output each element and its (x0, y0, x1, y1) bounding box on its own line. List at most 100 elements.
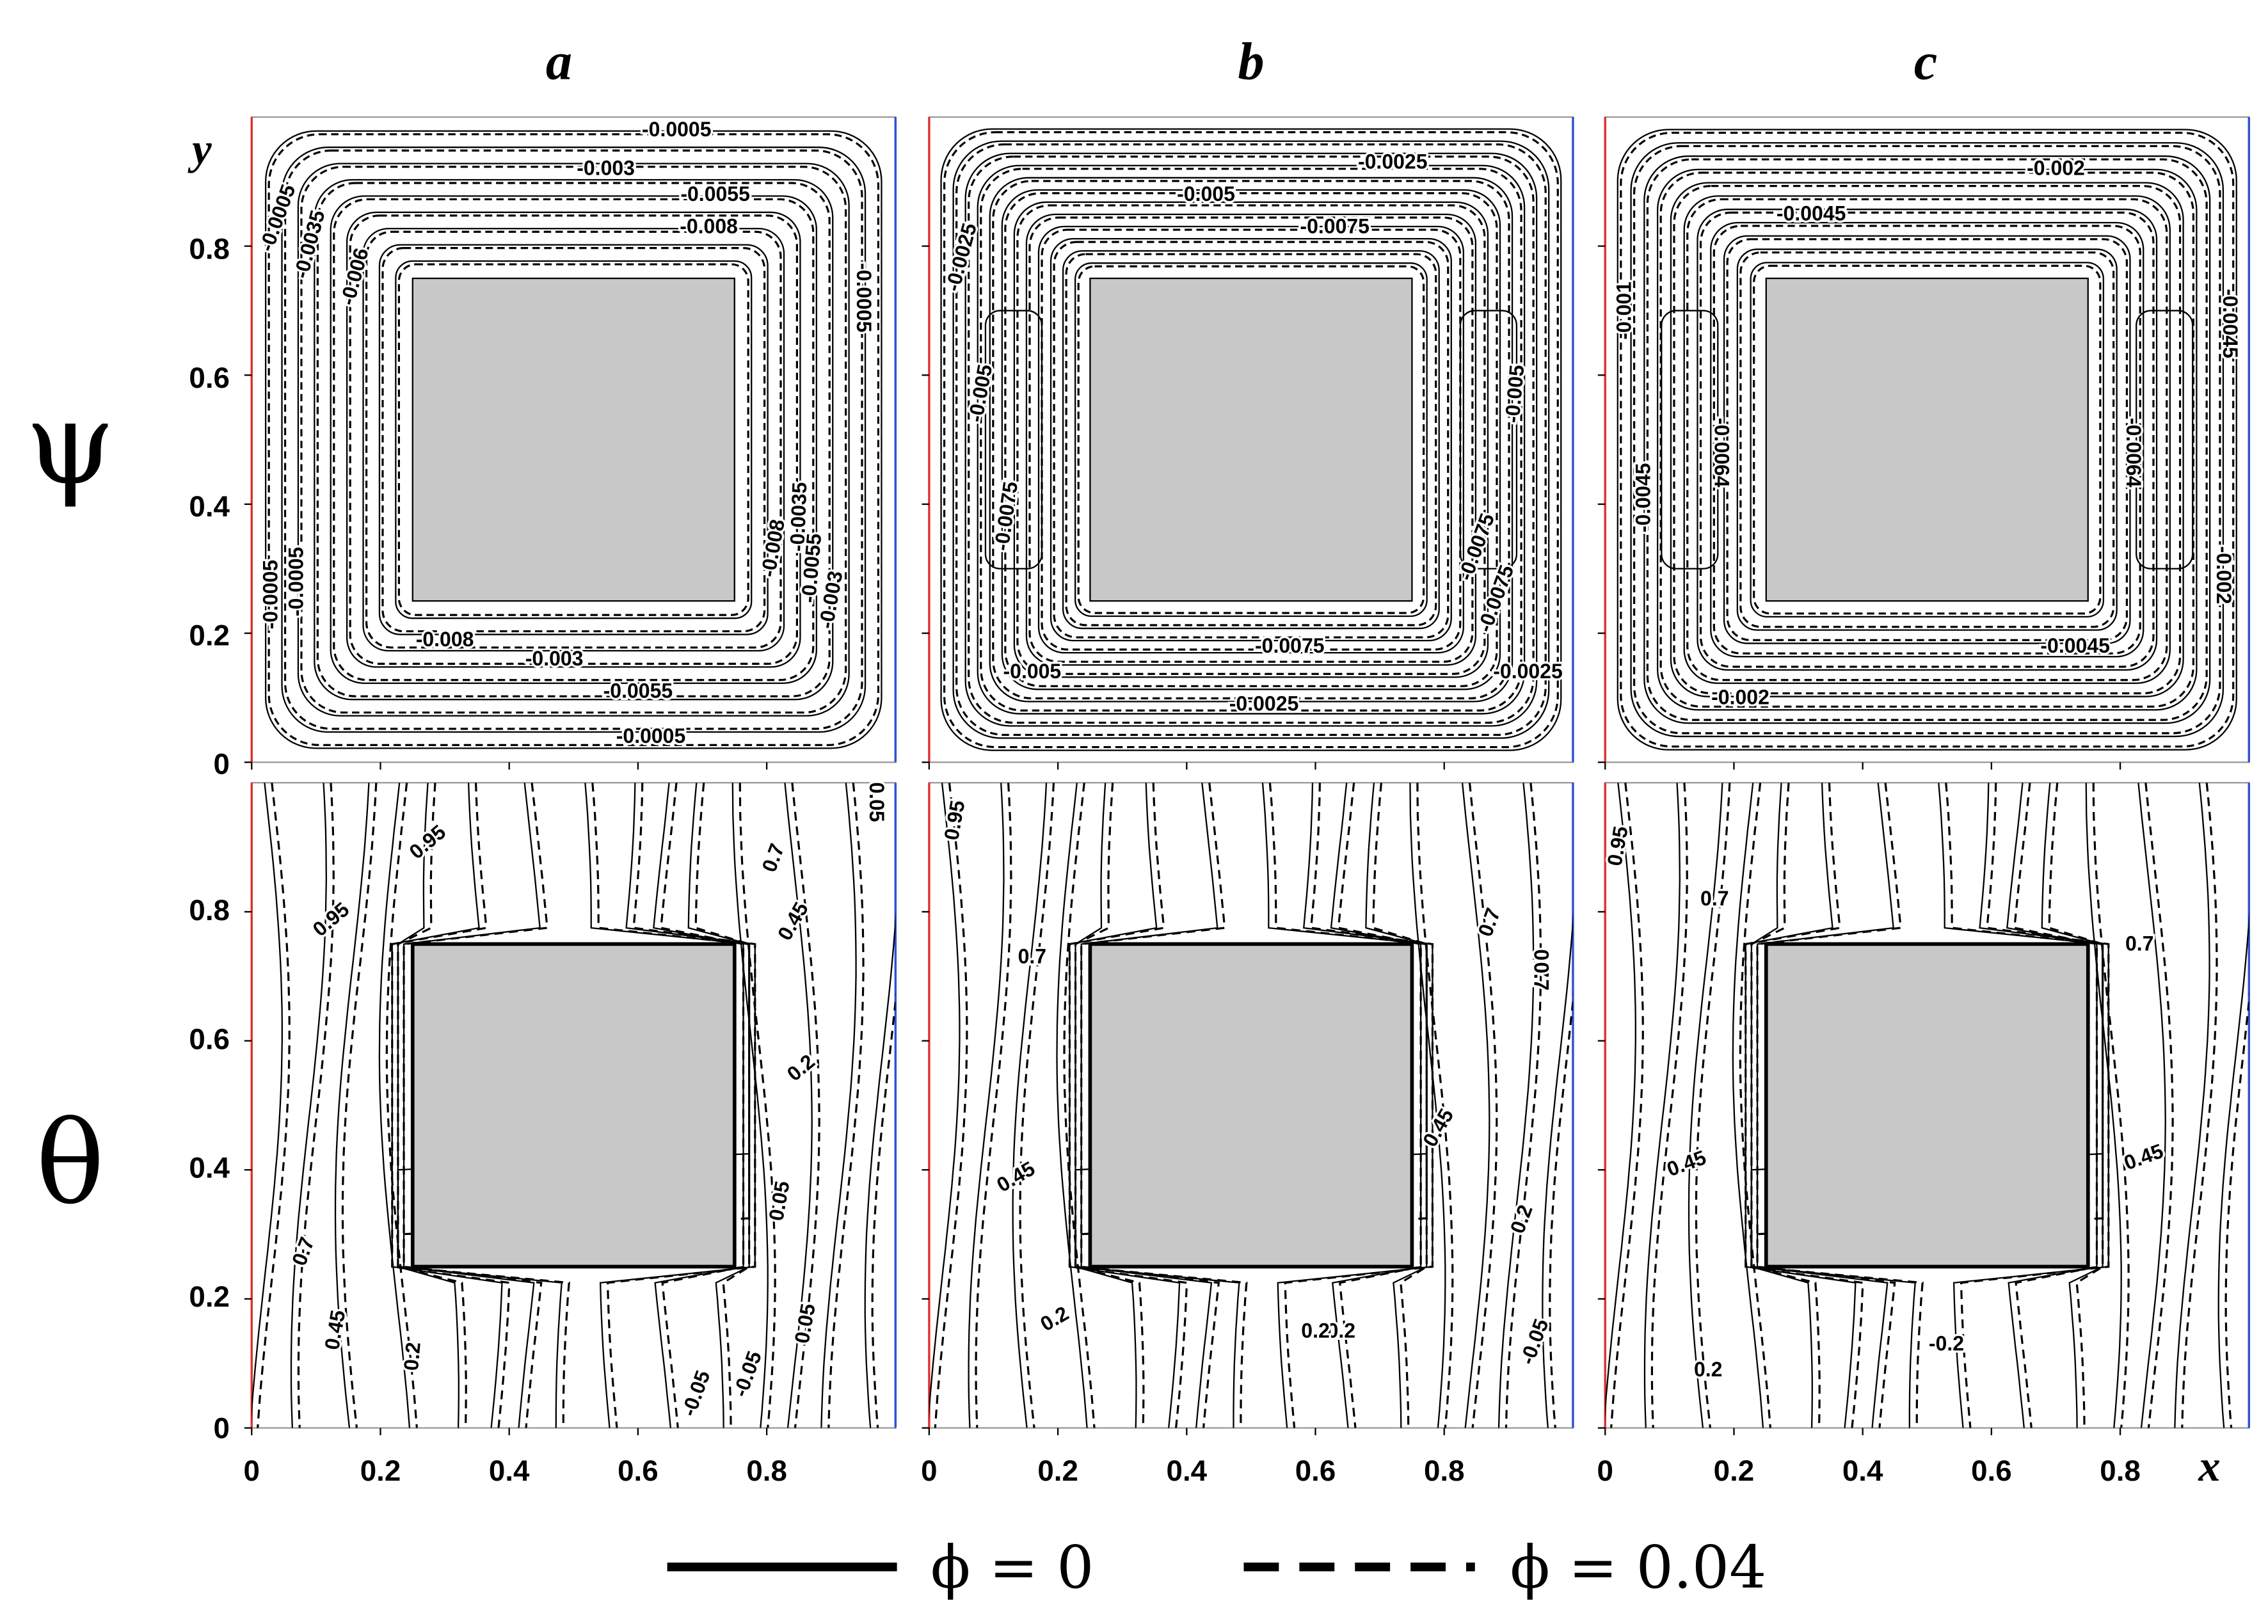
contour-label: -0.0064 (1710, 418, 1733, 488)
contour-label: 0.7 (1530, 949, 1553, 977)
isotherm-solid (2174, 783, 2210, 1428)
streamline-dashed (1713, 225, 2141, 655)
y-tick-label: 0.4 (189, 1152, 230, 1184)
x-tick-label: 0.2 (1037, 1454, 1078, 1487)
isotherm-dashed (975, 783, 1012, 1428)
streamline-dashed (349, 214, 799, 665)
solid-block (410, 942, 737, 1269)
contour-label: 0.2 (1694, 1358, 1722, 1381)
isotherm-dashed (606, 783, 756, 1428)
isotherm-solid (252, 783, 283, 1421)
isotherm-dashed (1284, 783, 1434, 1428)
isotherm-dashed (391, 783, 511, 1428)
streamline-solid (964, 152, 1538, 727)
streamline-solid (1025, 213, 1477, 666)
streamline-solid (395, 260, 753, 619)
contour-label: -0.008 (680, 214, 738, 237)
contour-label: 0.7 (1700, 887, 1729, 910)
contour-label: -0.0045 (1632, 463, 1655, 533)
isotherm-solid (1688, 783, 1723, 1428)
y-tick-label: 0 (214, 748, 230, 781)
y-tick-label: 0.6 (189, 362, 230, 394)
y-axis-label: y (188, 125, 212, 173)
streamline-dashed (1673, 185, 2182, 695)
streamline-dashed (1699, 211, 2155, 668)
isotherm-dashed (1019, 783, 1055, 1428)
contour-label: -0.0055 (680, 182, 750, 205)
streamline-solid (989, 177, 1513, 703)
isotherm-dashed (1745, 783, 1864, 1428)
contour-lines (929, 783, 1573, 1428)
contour-label: -0.0064 (2122, 418, 2145, 488)
contour-label: -0.002 (1711, 686, 1769, 709)
contour-label: -0.003 (525, 647, 584, 670)
inner-vortex (1459, 310, 1518, 569)
streamline-dashed (1633, 145, 2221, 735)
isotherm-solid (1080, 783, 1218, 1428)
isotherm-dashed (2092, 783, 2130, 1428)
isotherm-dashed (1756, 783, 1902, 1428)
contour-label: -0.005 (1177, 182, 1235, 205)
contour-label: -0.008 (416, 628, 474, 651)
panel-a-theta: 0.950.950.70.450.20.70.450.20.05-0.050.0… (244, 780, 897, 1436)
streamline-dashed (1753, 264, 2102, 615)
legend: ϕ = 0 ϕ = 0.04 (667, 1533, 1766, 1602)
contour-label: -0.0075 (1255, 634, 1325, 657)
y-tick-labels-bottom: 0 0.2 0.4 0.6 0.8 (189, 894, 230, 1444)
contour-lines (252, 783, 896, 1428)
x-tick-label: 0.8 (746, 1454, 787, 1487)
contour-label: -0.002 (2027, 157, 2085, 180)
x-tick-label: 0.6 (1971, 1454, 2012, 1487)
x-tick-labels-a: 0 0.2 0.4 0.6 0.8 (244, 1454, 787, 1487)
contour-label: -0.0005 (852, 263, 875, 333)
contour-label: 0.7 (2125, 932, 2153, 955)
streamline-solid (1037, 225, 1464, 654)
isotherm-solid (968, 783, 1005, 1428)
isotherm-solid (2006, 783, 2098, 1428)
isotherm-solid (2137, 783, 2166, 1428)
isotherm-dashed (1468, 783, 1498, 1428)
isotherm-dashed (341, 783, 378, 1428)
streamline-solid (1656, 168, 2198, 711)
contour-label: 0.2 (1327, 1319, 1355, 1342)
streamline-solid (1062, 250, 1440, 630)
x-axis-label: x (2198, 1442, 2220, 1490)
streamline-dashed (284, 149, 863, 730)
y-tick-label: 0.6 (189, 1023, 230, 1055)
streamline-solid (1670, 182, 2184, 697)
isotherm-dashed (257, 783, 291, 1428)
streamline-dashed (333, 198, 815, 681)
isotherm-dashed (403, 783, 548, 1428)
isotherm-solid (1012, 783, 1048, 1428)
isotherm-dashed (1505, 783, 1542, 1428)
solid-block (1088, 942, 1414, 1269)
isotherm-dashed (385, 783, 419, 1428)
isotherm-dashed (1695, 783, 1731, 1428)
streamline-dashed (1726, 238, 2128, 642)
streamline-dashed (1077, 265, 1425, 614)
isotherm-solid (1605, 783, 1636, 1421)
contour-label: -0.2 (1929, 1332, 1964, 1355)
isotherm-dashed (694, 783, 751, 1428)
isotherm-dashed (791, 783, 820, 1428)
isotherm-solid (403, 783, 541, 1428)
legend-label-solid: ϕ = 0 (930, 1533, 1094, 1602)
solid-block (1765, 277, 2089, 602)
inner-vortex (2136, 310, 2194, 569)
x-tick-label: 0.8 (1424, 1454, 1465, 1487)
y-tick-label: 0.4 (189, 490, 230, 523)
column-header-a: a (546, 32, 572, 90)
solid-block (1089, 277, 1413, 602)
isotherm-dashed (2224, 992, 2249, 1428)
streamline-solid (940, 128, 1562, 751)
panels: -0.0005-0.003-0.0055-0.008-0.0005-0.003-… (244, 116, 2250, 1436)
contour-lines (940, 128, 1562, 751)
contour-label: 0.2 (399, 1341, 425, 1371)
isotherm-dashed (2144, 783, 2174, 1428)
x-tick-label: 0 (921, 1454, 937, 1487)
streamline-dashed (1739, 251, 2115, 628)
isotherm-dashed (827, 783, 865, 1428)
isotherm-dashed (739, 783, 776, 1428)
x-tick-label: 0.4 (489, 1454, 530, 1487)
